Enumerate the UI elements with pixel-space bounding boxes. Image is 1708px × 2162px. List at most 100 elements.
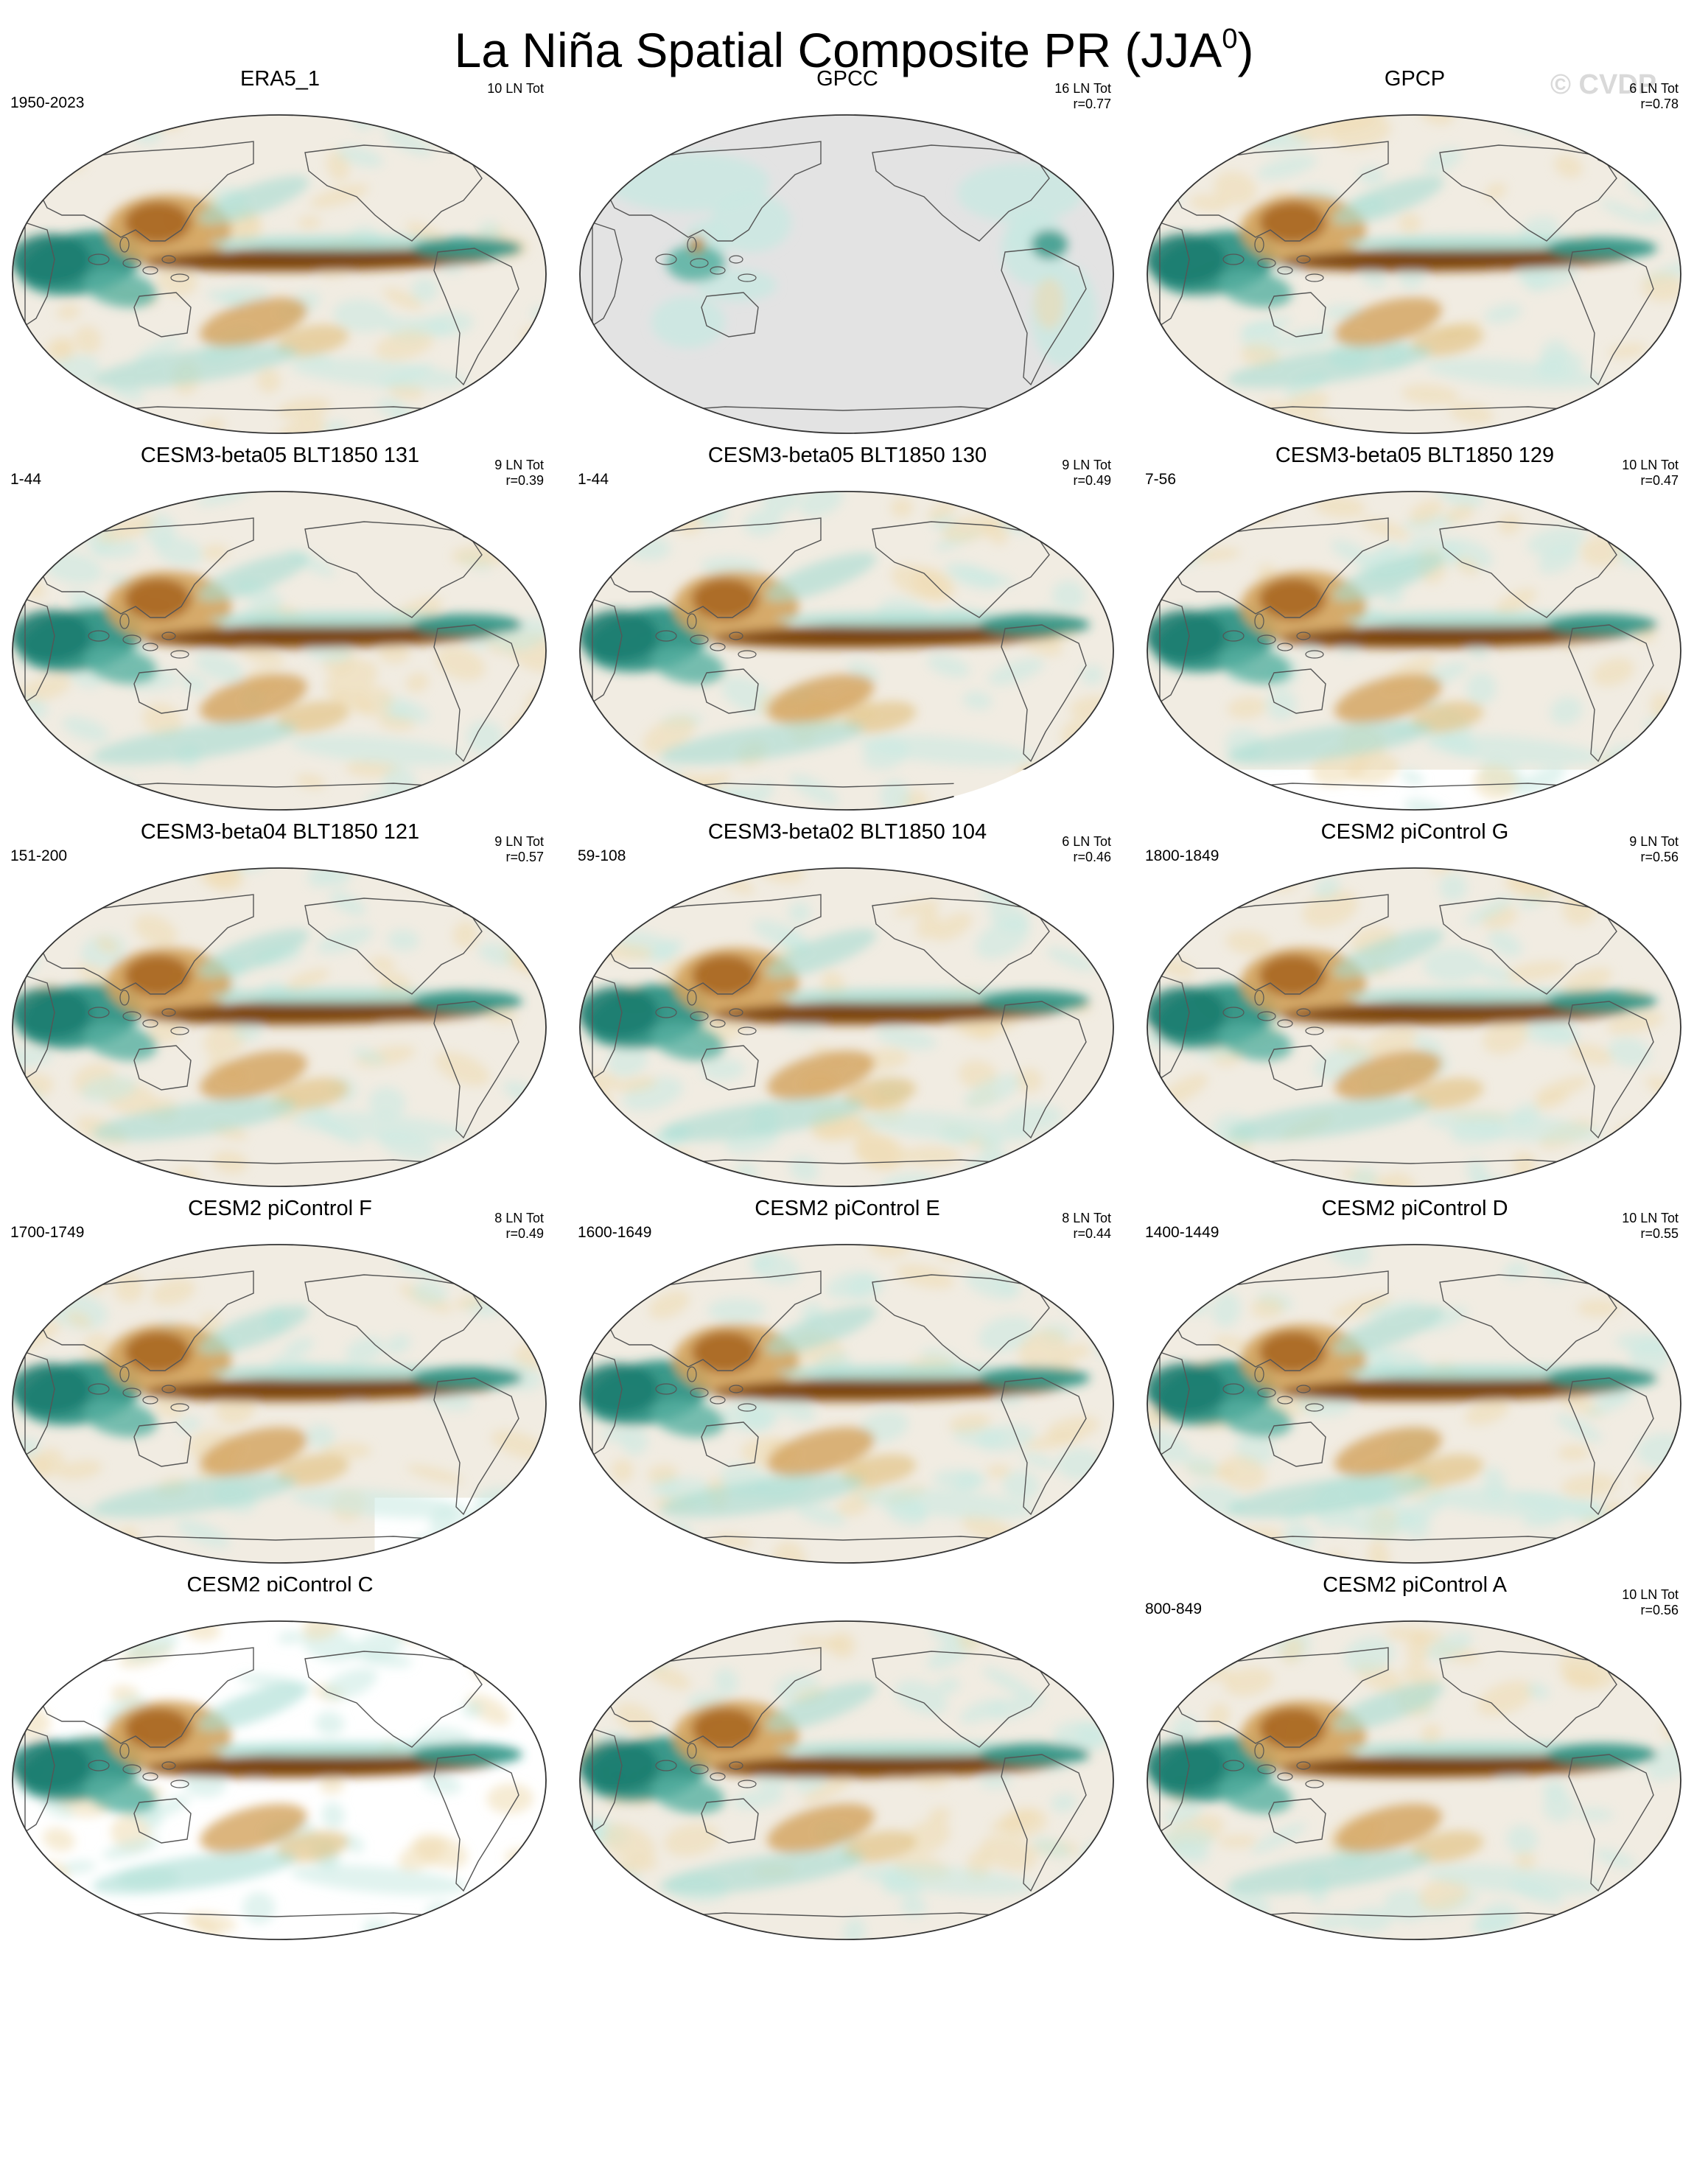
panel-year-range: 1950-2023 [10, 94, 84, 112]
world-map [578, 1242, 1116, 1566]
panel-stats: 6 LN Tot r=0.78 [1561, 81, 1679, 112]
panel-pattern-correlation: r=0.46 [993, 850, 1111, 865]
map-panel: CESM3-beta05 BLT1850 131 1-44 9 LN Tot r=0.… [0, 443, 560, 811]
world-map [10, 489, 548, 813]
map-panel: CESM2 piControl D 1400-1449 10 LN Tot r=0.5… [1135, 1196, 1695, 1564]
colorbar-bin [1140, 1998, 1211, 2029]
colorbar-bin [498, 1998, 570, 2029]
world-map [1145, 865, 1683, 1189]
panel-year-range: 59-108 [578, 847, 626, 865]
panel-pattern-correlation: r=0.57 [426, 850, 544, 865]
colorbar-bin [1425, 1998, 1497, 2029]
world-map [578, 489, 1116, 813]
panel-pattern-correlation: r=0.39 [426, 473, 544, 489]
map-panel: GPCP 6 LN Tot r=0.78 [1135, 66, 1695, 435]
panel-event-count: 9 LN Tot [426, 458, 544, 473]
map-panel: CESM3-beta02 BLT1850 104 59-108 6 LN Tot r=… [567, 819, 1127, 1188]
panel-year-range: 800-849 [1145, 1600, 1202, 1618]
map-panel: CESM2 piControl B 1000-1049 9 LN Tot r=0.59 [567, 1572, 1127, 1941]
panel-pattern-correlation: r=0.44 [993, 1226, 1111, 1242]
panel-event-count: 9 LN Tot [993, 1587, 1111, 1603]
world-map [1145, 112, 1683, 436]
map-panel: CESM2 piControl F 1700-1749 8 LN Tot r=0.49 [0, 1196, 560, 1564]
world-map [10, 112, 548, 436]
colorbar-bin [570, 1998, 641, 2029]
panel-stats: 10 LN Tot r=0.55 [1561, 1211, 1679, 1242]
world-map [1145, 1618, 1683, 1942]
figure-title-superscript: 0 [1222, 24, 1237, 55]
panel-pattern-correlation: r=0.41 [426, 1603, 544, 1618]
world-map [578, 1618, 1116, 1942]
colorbar-bin [855, 1998, 926, 2029]
panel-event-count: 6 LN Tot [1561, 81, 1679, 97]
colorbar-bin [427, 1998, 498, 2029]
colorbar-bin [997, 1998, 1068, 2029]
panel-pattern-correlation: r=0.77 [993, 97, 1111, 112]
panel-year-range: 1400-1449 [1145, 1224, 1219, 1242]
panel-year-range: 1200-1249 [10, 1600, 84, 1618]
panel-event-count: 10 LN Tot [1561, 458, 1679, 473]
panel-event-count: 8 LN Tot [993, 1211, 1111, 1226]
map-panel: CESM2 piControl G 1800-1849 9 LN Tot r=0.56 [1135, 819, 1695, 1188]
panel-stats: 9 LN Tot r=0.59 [993, 1587, 1111, 1618]
map-panel: CESM2 piControl C 1200-1249 7 LN Tot r=0.41 [0, 1572, 560, 1941]
colorbar-units: mm/day [0, 2087, 1708, 2130]
map-panel: CESM3-beta05 BLT1850 130 1-44 9 LN Tot r=0.… [567, 443, 1127, 811]
map-panel: ERA5_1 1950-2023 10 LN Tot [0, 66, 560, 435]
panel-event-count: 6 LN Tot [993, 834, 1111, 850]
panel-event-count: 10 LN Tot [1561, 1587, 1679, 1603]
panel-stats: 9 LN Tot r=0.57 [426, 834, 544, 865]
panel-pattern-correlation: r=0.59 [993, 1603, 1111, 1618]
world-map [10, 1618, 548, 1942]
panel-event-count: 16 LN Tot [993, 81, 1111, 97]
panel-year-range: 1-44 [10, 471, 41, 489]
colorbar-bin [141, 1998, 213, 2029]
world-map [10, 865, 548, 1189]
panel-event-count: 8 LN Tot [426, 1211, 544, 1226]
panel-stats: 10 LN Tot r=0.56 [1561, 1587, 1679, 1618]
panel-stats: 6 LN Tot r=0.46 [993, 834, 1111, 865]
map-panel: CESM3-beta04 BLT1850 121 151-200 9 LN Tot r… [0, 819, 560, 1188]
panel-pattern-correlation: r=0.55 [1561, 1226, 1679, 1242]
colorbar-bin [640, 1998, 712, 2029]
map-panel: GPCC 16 LN Tot r=0.77 [567, 66, 1127, 435]
colorbar-bin [1211, 1998, 1282, 2029]
panel-year-range: 1600-1649 [578, 1224, 651, 1242]
panel-year-range: 151-200 [10, 847, 67, 865]
panel-year-range: 7-56 [1145, 471, 1176, 489]
panel-year-range: 1800-1849 [1145, 847, 1219, 865]
world-map [1145, 489, 1683, 813]
panel-pattern-correlation: r=0.49 [993, 473, 1111, 489]
colorbar-bin [355, 1998, 427, 2029]
panel-stats: 16 LN Tot r=0.77 [993, 81, 1111, 112]
colorbar-bin [1496, 1998, 1567, 2029]
panel-year-range: 1000-1049 [578, 1600, 651, 1618]
panel-pattern-correlation: r=0.47 [1561, 473, 1679, 489]
panel-stats: 10 LN Tot [426, 81, 544, 97]
map-panel: CESM3-beta05 BLT1850 129 7-56 10 LN Tot r=0… [1135, 443, 1695, 811]
colorbar-bin [1068, 1998, 1140, 2029]
panel-pattern-correlation: r=0.78 [1561, 97, 1679, 112]
panel-stats: 10 LN Tot r=0.47 [1561, 458, 1679, 489]
colorbar-bin [284, 1998, 356, 2029]
panel-pattern-correlation: r=0.49 [426, 1226, 544, 1242]
panel-stats: 7 LN Tot r=0.41 [426, 1587, 544, 1618]
colorbar-bin [1354, 1998, 1425, 2029]
panel-stats: 8 LN Tot r=0.49 [426, 1211, 544, 1242]
panel-year-range: 1-44 [578, 471, 609, 489]
colorbar-bin [783, 1998, 855, 2029]
panel-stats: 9 LN Tot r=0.49 [993, 458, 1111, 489]
panel-event-count: 9 LN Tot [426, 834, 544, 850]
colorbar-bin [925, 1998, 997, 2029]
map-panel: CESM2 piControl A 800-849 10 LN Tot r=0.56 [1135, 1572, 1695, 1941]
colorbar-tick-labels: -5 -4 -3 -2 -1 -.75 -.5 -.25 -.1 0.1.25.5.75 1 2 3 4 5 [0, 2041, 1708, 2085]
map-panel: CESM2 piControl E 1600-1649 8 LN Tot r=0.44 [567, 1196, 1127, 1564]
panel-year-range: 1700-1749 [10, 1224, 84, 1242]
colorbar-bin [213, 1998, 284, 2029]
colorbar-bin [712, 1998, 783, 2029]
panel-pattern-correlation: r=0.56 [1561, 850, 1679, 865]
world-map [10, 1242, 548, 1566]
panel-stats: 8 LN Tot r=0.44 [993, 1211, 1111, 1242]
colorbar-bin [1282, 1998, 1354, 2029]
world-map [578, 865, 1116, 1189]
